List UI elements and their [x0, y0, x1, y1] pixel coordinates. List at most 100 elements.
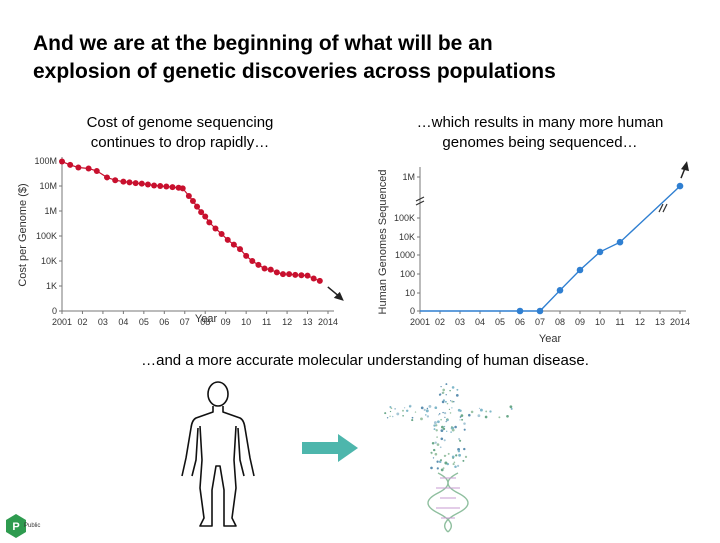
molecule-dot [389, 406, 392, 408]
cost-data-point [75, 164, 82, 171]
cost-data-point [273, 269, 280, 276]
molecule-dot [403, 407, 406, 409]
cost-caption-line-2: continues to drop rapidly… [90, 134, 270, 151]
cost-data-point [144, 181, 151, 188]
genomes-y-tick-label: 1M [402, 172, 415, 182]
molecule-dot [455, 394, 459, 397]
molecule-dot [440, 429, 444, 433]
molecule-dot [463, 428, 466, 431]
molecule-dot [449, 389, 451, 392]
genomes-data-point [516, 307, 524, 315]
cost-data-point [189, 198, 196, 205]
molecule-dot [437, 420, 440, 424]
molecule-dot [510, 407, 513, 410]
cost-data-point [261, 265, 268, 272]
genomes-series-break-mark [658, 203, 664, 213]
molecule-dot [462, 459, 465, 462]
cost-x-tick-label: 11 [262, 317, 271, 327]
molecule-dot [444, 461, 448, 465]
genomes-x-tick-label: 12 [635, 317, 645, 327]
cost-x-tick-label: 02 [77, 317, 87, 327]
molecule-dot [463, 422, 466, 425]
molecule-dot [453, 461, 456, 464]
title-line-2: explosion of genetic discoveries across … [33, 60, 556, 83]
molecule-dot [443, 425, 446, 428]
molecule-dot [444, 416, 446, 419]
cost-data-point [185, 192, 192, 199]
molecule-dot [458, 438, 461, 440]
molecule-dot [438, 460, 442, 464]
cost-data-point [179, 185, 186, 192]
cost-x-tick-label: 10 [241, 317, 251, 327]
molecule-dot [451, 426, 453, 428]
molecule-dot [442, 388, 446, 392]
molecule-dot [433, 448, 436, 452]
molecule-dot [449, 412, 452, 414]
molecule-dot [454, 425, 457, 429]
cost-data-point [157, 183, 164, 189]
molecule-dot [445, 421, 447, 423]
molecule-dot [433, 428, 436, 431]
molecule-dot [411, 416, 414, 419]
molecule-dot [458, 453, 462, 457]
genomes-x-tick-label: 08 [555, 317, 565, 327]
cost-data-point [249, 258, 256, 264]
molecule-dot [478, 407, 481, 410]
genomes-y-tick-label: 100 [400, 269, 415, 279]
cost-data-point [267, 266, 274, 273]
molecule-dot [443, 439, 446, 442]
cost-data-point [169, 184, 176, 191]
cost-x-tick-label: 07 [180, 317, 190, 327]
cost-y-axis-label: Cost per Genome ($) [17, 183, 29, 286]
molecule-dot [436, 436, 438, 438]
cost-data-point [316, 277, 323, 284]
molecule-dot [443, 411, 447, 415]
molecule-dot [457, 464, 460, 467]
cost-data-point [237, 246, 244, 253]
cost-x-tick-label: 09 [221, 317, 231, 327]
cost-x-tick-label: 12 [282, 317, 292, 327]
molecule-dot [440, 437, 444, 441]
title-line-1: And we are at the beginning of what will… [33, 32, 493, 55]
molecule-dot [390, 407, 393, 410]
cost-x-tick-label: 05 [139, 317, 149, 327]
cost-y-tick-label: 10K [41, 256, 57, 266]
molecule-dot [452, 463, 455, 466]
cost-data-point [163, 183, 170, 190]
genomes-data-point [536, 307, 544, 315]
cost-per-genome-chart: Cost per Genome ($) Year 0 1K 10K 100K 1M 10M… [17, 156, 344, 327]
genomes-x-tick-label: 05 [495, 317, 505, 327]
svg-text:P: P [12, 521, 19, 533]
genomes-x-tick-label: 11 [615, 317, 624, 327]
molecule-dot [459, 419, 461, 421]
molecule-dot [448, 408, 451, 411]
cost-data-point [132, 180, 139, 187]
molecule-dot [434, 406, 438, 410]
cost-data-point [292, 271, 299, 278]
human-genomes-sequenced-chart: Human Genomes Sequenced Year 0 10 100 1000 1… [377, 161, 690, 345]
molecule-dot [446, 419, 449, 422]
molecule-dot [434, 452, 438, 456]
molecule-dot [396, 412, 400, 416]
slide-title: And we are at the beginning of what will… [33, 30, 693, 86]
molecule-dot [435, 429, 438, 432]
molecule-dot [489, 410, 492, 413]
molecule-dot [437, 414, 440, 416]
cost-data-point [202, 213, 209, 220]
molecule-dot [440, 385, 442, 388]
molecule-dot [445, 383, 448, 386]
molecule-dot [389, 415, 391, 417]
molecule-dot [459, 416, 462, 418]
genomes-data-point [676, 182, 684, 190]
molecule-dot [420, 417, 423, 421]
molecule-dot [450, 431, 452, 433]
genomes-x-axis-label: Year [539, 333, 562, 345]
genomes-data-point [556, 286, 564, 294]
cost-y-tick-label: 100K [36, 231, 57, 241]
cost-data-point [298, 272, 305, 279]
genomes-x-tick-label: 09 [575, 317, 585, 327]
cost-data-point [120, 178, 127, 185]
cost-data-point [230, 241, 237, 248]
cost-series-line [61, 161, 321, 282]
molecule-dot [430, 466, 433, 470]
